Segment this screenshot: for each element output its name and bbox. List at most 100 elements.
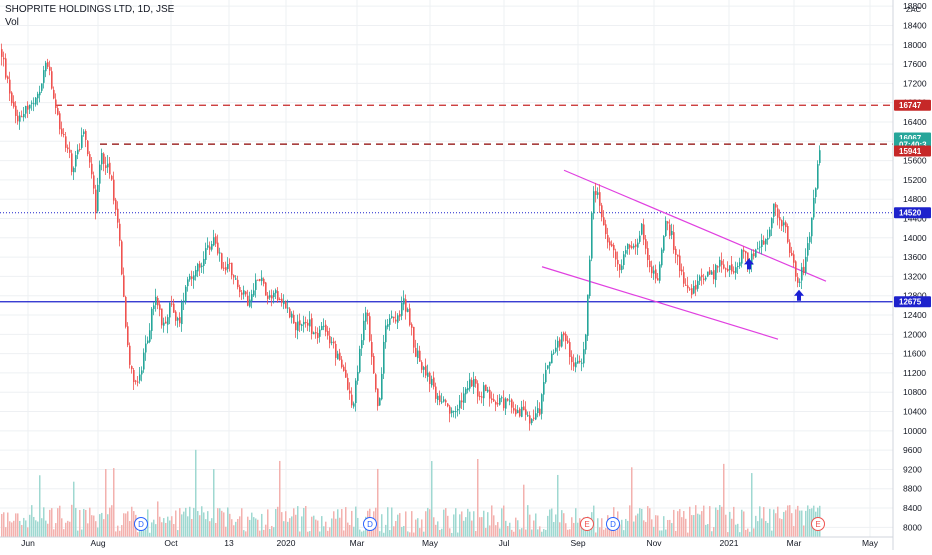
candle-body: [515, 409, 517, 415]
candle-body: [49, 66, 51, 71]
arrow-markers[interactable]: [744, 258, 804, 301]
candle-body: [261, 277, 263, 282]
volume-bar: [273, 527, 275, 537]
candle-body: [29, 104, 31, 109]
volume-bar: [287, 521, 289, 537]
candle-body: [297, 321, 299, 331]
volume-bar: [205, 519, 207, 537]
candle-body: [353, 403, 355, 407]
candle-body: [517, 410, 519, 414]
candle-body: [155, 296, 157, 305]
candle-body: [63, 134, 65, 136]
candle-body: [61, 128, 63, 135]
volume-bar: [43, 507, 45, 537]
volume-bar: [773, 509, 775, 537]
candle-body: [291, 313, 293, 318]
volume-bar: [413, 532, 415, 537]
candle-body: [195, 269, 197, 277]
volume-bar: [347, 522, 349, 537]
candle-body: [409, 308, 411, 325]
volume-bar: [529, 514, 531, 537]
candle-body: [559, 339, 561, 347]
candle-body: [65, 136, 67, 148]
price-tag-text: 14520: [899, 209, 922, 218]
price-tick-label: 18800: [903, 1, 927, 11]
candle-body: [439, 395, 441, 402]
price-axis[interactable]: 8000 8400 8800 9200 9600 10000 10400 10800 11200…: [892, 0, 932, 550]
candle-body: [619, 264, 621, 271]
candle-body: [267, 295, 269, 299]
volume-bar: [683, 511, 685, 537]
price-tick-label: 12000: [903, 329, 927, 339]
candle-body: [803, 266, 805, 273]
volume-bar: [337, 509, 339, 537]
candle-body: [185, 286, 187, 302]
volume-bar: [807, 505, 809, 537]
candle-body: [87, 140, 89, 155]
volume-bar: [561, 510, 563, 537]
price-tag-text: 16747: [899, 101, 922, 110]
time-axis[interactable]: Jun Aug Oct 13 2020 Mar May Jul Sep Nov 2021 Mar May: [0, 536, 893, 548]
candle-body: [793, 254, 795, 263]
candle-body: [791, 252, 793, 256]
candle-body: [177, 317, 179, 321]
volume-bar: [535, 513, 537, 537]
candle-body: [555, 347, 557, 352]
candle-body: [701, 275, 703, 278]
volume-bar: [313, 515, 315, 537]
volume-bar: [705, 524, 707, 537]
volume-bar: [703, 505, 705, 537]
candle-body: [89, 154, 91, 163]
volume-bar: [539, 526, 541, 537]
volume-bar: [467, 508, 469, 537]
candle-body: [319, 329, 321, 337]
candle-body: [317, 332, 319, 339]
candle-body: [707, 271, 709, 277]
price-axis-background: [893, 0, 932, 550]
volume-bar: [575, 508, 577, 537]
volume-bar: [663, 516, 665, 537]
horizontal-levels[interactable]: [0, 104, 893, 303]
volume-bar: [655, 515, 657, 537]
candle-body: [71, 153, 73, 172]
candle-body: [617, 259, 619, 265]
volume-bar: [97, 527, 99, 537]
price-tick-label: 10000: [903, 426, 927, 436]
volume-bar: [123, 513, 125, 537]
volume-bar: [479, 517, 481, 537]
candle-body: [585, 334, 587, 350]
volume-bar: [151, 522, 153, 537]
candle-body: [305, 322, 307, 324]
volume-bar: [47, 523, 49, 537]
candle-body: [521, 406, 523, 417]
candle-body: [715, 265, 717, 281]
candle-body: [687, 285, 689, 289]
candle-body: [545, 369, 547, 383]
volume-bar: [115, 531, 117, 537]
candle-body: [579, 360, 581, 363]
volume-bar: [321, 516, 323, 537]
volume-bar: [525, 529, 527, 537]
volume-bar: [75, 507, 77, 537]
candle-body: [107, 163, 109, 168]
candle-body: [705, 277, 707, 280]
trend-channel[interactable]: [541, 169, 827, 340]
volume-bar: [609, 526, 611, 537]
price-tag-text: 07:40:3: [899, 141, 927, 150]
candle-body: [497, 403, 499, 405]
volume-bar: [73, 481, 75, 537]
volume-bar: [187, 516, 189, 537]
candle-body: [359, 348, 361, 372]
volume-bar: [423, 531, 425, 537]
candle-body: [227, 264, 229, 269]
price-tick-label: 13600: [903, 252, 927, 262]
candle-body: [739, 262, 741, 266]
candle-body: [211, 244, 213, 250]
volume-bar: [465, 517, 467, 537]
candle-body: [405, 299, 407, 312]
candle-body: [433, 377, 435, 387]
volume-bar: [311, 516, 313, 537]
